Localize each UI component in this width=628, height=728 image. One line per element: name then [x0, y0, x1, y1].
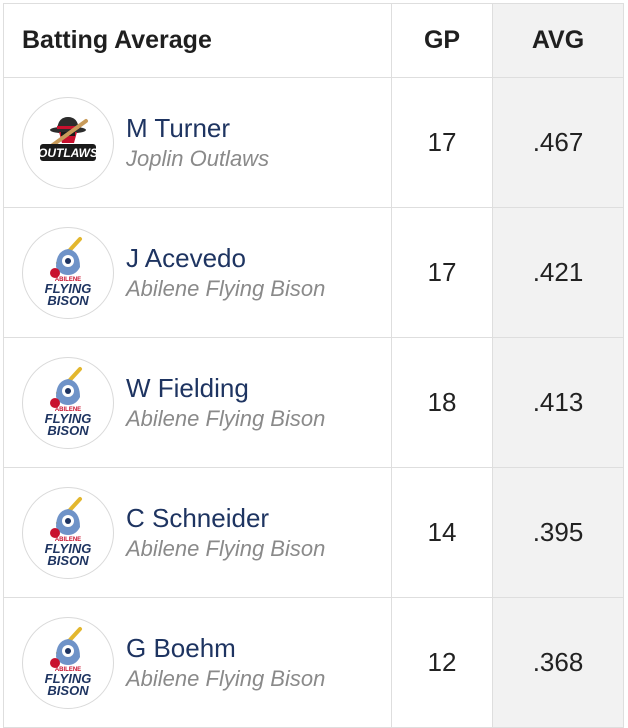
svg-text:FLYING: FLYING	[45, 671, 92, 686]
svg-text:BISON: BISON	[47, 293, 89, 308]
svg-text:FLYING: FLYING	[45, 541, 92, 556]
svg-text:FLYING: FLYING	[45, 411, 92, 426]
team-name: Joplin Outlaws	[126, 145, 270, 171]
table-row: ABILENE FLYING BISON W Fielding Abilene …	[3, 337, 624, 468]
table-row: ABILENE FLYING BISON C Schneider Abilene…	[3, 467, 624, 598]
player-name-link[interactable]: W Fielding	[126, 372, 249, 403]
gp-value: 14	[391, 467, 493, 598]
header-avg[interactable]: AVG	[492, 3, 624, 78]
svg-text:BISON: BISON	[47, 423, 89, 438]
svg-text:BISON: BISON	[47, 683, 89, 698]
team-name: Abilene Flying Bison	[126, 275, 326, 301]
outlaws-logo-icon[interactable]: OUTLAWS	[22, 96, 114, 189]
flying-bison-logo-icon[interactable]: ABILENE FLYING BISON	[22, 356, 114, 449]
svg-text:ABILENE: ABILENE	[55, 537, 81, 543]
gp-value: 17	[391, 77, 493, 208]
player-cell: ABILENE FLYING BISON C Schneider Abilene…	[3, 467, 392, 598]
avg-value: .413	[492, 337, 624, 468]
svg-text:OUTLAWS: OUTLAWS	[38, 146, 98, 160]
header-row: Batting Average GP AVG	[3, 3, 624, 78]
team-name: Abilene Flying Bison	[126, 405, 326, 431]
batting-average-leaders-table: Batting Average GP AVG	[3, 3, 624, 728]
player-name-link[interactable]: M Turner	[126, 112, 231, 143]
team-name: Abilene Flying Bison	[126, 535, 326, 561]
player-name-link[interactable]: C Schneider	[126, 502, 270, 533]
flying-bison-logo-icon[interactable]: ABILENE FLYING BISON	[22, 226, 114, 319]
svg-text:BISON: BISON	[47, 553, 89, 568]
svg-text:ABILENE: ABILENE	[55, 667, 81, 673]
table-row: ABILENE FLYING BISON G Boehm Abilene Fly…	[3, 597, 624, 728]
svg-text:FLYING: FLYING	[45, 281, 92, 296]
table-row: ABILENE FLYING BISON J Acevedo Abilene F…	[3, 207, 624, 338]
svg-text:ABILENE: ABILENE	[55, 407, 81, 413]
header-gp[interactable]: GP	[391, 3, 493, 78]
player-cell: OUTLAWS M Turner Joplin Outlaws	[3, 77, 392, 208]
gp-value: 17	[391, 207, 493, 338]
avg-value: .395	[492, 467, 624, 598]
player-cell: ABILENE FLYING BISON J Acevedo Abilene F…	[3, 207, 392, 338]
flying-bison-logo-icon[interactable]: ABILENE FLYING BISON	[22, 486, 114, 579]
flying-bison-logo-icon[interactable]: ABILENE FLYING BISON	[22, 616, 114, 709]
player-cell: ABILENE FLYING BISON G Boehm Abilene Fly…	[3, 597, 392, 728]
table-row: OUTLAWS M Turner Joplin Outlaws 17 .467	[3, 77, 624, 208]
gp-value: 18	[391, 337, 493, 468]
player-name-link[interactable]: J Acevedo	[126, 242, 246, 273]
avg-value: .421	[492, 207, 624, 338]
player-cell: ABILENE FLYING BISON W Fielding Abilene …	[3, 337, 392, 468]
svg-text:ABILENE: ABILENE	[55, 277, 81, 283]
avg-value: .368	[492, 597, 624, 728]
avg-value: .467	[492, 77, 624, 208]
header-batting-average[interactable]: Batting Average	[3, 3, 392, 78]
team-name: Abilene Flying Bison	[126, 665, 326, 691]
gp-value: 12	[391, 597, 493, 728]
player-name-link[interactable]: G Boehm	[126, 632, 236, 663]
